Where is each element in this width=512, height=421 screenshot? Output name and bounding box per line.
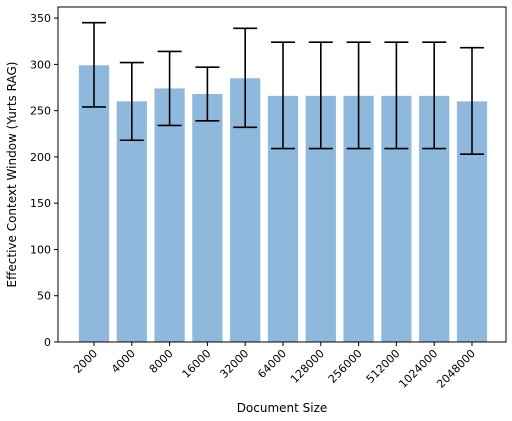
error-bar-256000 [346,41,371,150]
error-bar-2048000 [460,46,484,155]
error-bar-1024000 [422,41,447,150]
x-tick-label: 4000 [109,347,138,376]
x-tick-label: 2000 [71,347,100,376]
error-bars-layer [82,21,484,155]
error-bar-512000 [384,41,409,150]
x-tick-label: 256000 [326,347,365,386]
x-tick-label: 16000 [180,347,214,381]
y-tick-label: 150 [30,197,51,210]
y-tick-label: 300 [30,58,51,71]
x-tick-label: 64000 [255,347,289,381]
plot-frame [57,6,507,343]
x-axis-label: Document Size [237,401,328,415]
bar-2000 [78,65,110,343]
y-tick-label: 0 [44,336,51,349]
x-tick-label: 2048000 [434,347,478,391]
x-tick-label: 1024000 [396,347,440,391]
bar-8000 [154,88,185,342]
x-tick-label: 32000 [217,347,251,381]
error-bar-16000 [195,66,220,122]
y-axis: 0 50 100 150 200 250 300 350 [30,12,58,349]
y-tick-label: 350 [30,12,51,25]
y-tick-label: 50 [37,290,51,303]
y-axis-label: Effective Context Window (Yurts RAG) [5,62,19,288]
bar-16000 [192,93,223,342]
y-tick-label: 250 [30,105,51,118]
y-tick-label: 200 [30,151,51,164]
x-tick-label: 8000 [147,347,176,376]
x-tick-label: 128000 [288,347,327,386]
error-bar-64000 [271,41,295,150]
error-bar-32000 [233,27,258,129]
y-tick-label: 100 [30,243,51,256]
error-bar-2000 [82,21,106,108]
bar-4000 [116,101,147,342]
error-bar-4000 [119,61,144,142]
x-axis: 2000 4000 8000 16000 32000 640001280002560005… [71,342,478,391]
error-bar-8000 [157,50,182,127]
error-bar-128000 [308,41,333,150]
bars-layer [78,65,488,343]
